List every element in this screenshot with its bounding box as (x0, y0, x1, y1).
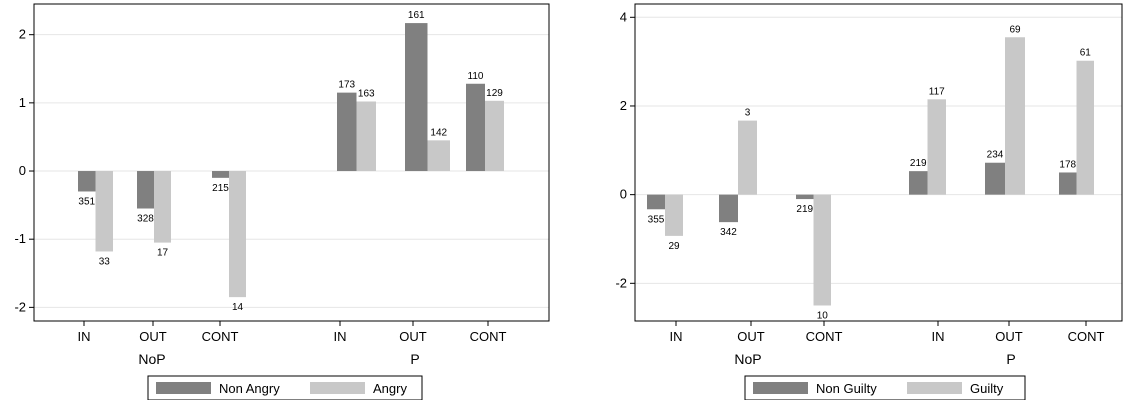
data-label: 234 (987, 150, 1004, 161)
bar-non-guilty-4 (985, 162, 1005, 195)
data-label: 355 (648, 214, 665, 225)
data-label: 161 (408, 10, 425, 21)
left-chart-panel: 351 328 215 173 161 110 33 17 14 163 142 129 -2 -1 0 1 2… (14, 3, 550, 400)
group-label: P (410, 351, 419, 367)
y-tick-label: -2 (14, 299, 26, 314)
data-label: 173 (338, 80, 355, 91)
data-label: 215 (212, 183, 229, 194)
bar-angry-1 (154, 171, 171, 243)
category-label: OUT (139, 329, 167, 344)
bar-non-angry-2 (212, 171, 229, 178)
bar-angry-0 (95, 171, 113, 252)
data-label: 29 (668, 241, 680, 252)
y-tick-label: 0 (19, 163, 26, 178)
bar-angry-3 (356, 101, 376, 172)
bar-angry-4 (427, 140, 450, 172)
bar-angry-5 (485, 100, 504, 172)
right-chart-panel: 355 342 219 219 234 178 29 3 10 117 69 61 -2 0 2 4 IN OUT… (615, 3, 1123, 400)
y-tick-label: 1 (19, 95, 26, 110)
group-label: NoP (734, 351, 761, 367)
bar-guilty-0 (665, 194, 683, 236)
category-label: OUT (399, 329, 427, 344)
bar-non-guilty-0 (647, 194, 665, 210)
data-label: 142 (430, 127, 447, 138)
category-label: CONT (202, 329, 239, 344)
data-label: 17 (157, 248, 169, 259)
bar-non-angry-4 (405, 23, 428, 172)
bar-non-guilty-2 (796, 194, 814, 200)
data-label: 163 (358, 88, 375, 99)
bar-guilty-3 (927, 99, 946, 195)
data-label: 351 (78, 196, 95, 207)
bar-non-guilty-5 (1059, 172, 1077, 195)
legend-label: Angry (373, 381, 407, 396)
legend-label: Guilty (970, 381, 1004, 396)
data-label: 110 (468, 71, 484, 82)
bar-guilty-5 (1076, 60, 1094, 195)
category-label: CONT (806, 329, 843, 344)
y-tick-label: -1 (14, 231, 26, 246)
legend-swatch (156, 382, 211, 394)
y-tick-label: -2 (615, 275, 627, 290)
plot-frame (634, 3, 1123, 322)
data-label: 342 (720, 227, 737, 238)
y-tick-label: 2 (620, 98, 627, 113)
group-label: P (1006, 351, 1015, 367)
group-label: NoP (138, 351, 165, 367)
bar-non-guilty-1 (719, 194, 738, 223)
data-label: 219 (910, 158, 927, 169)
bar-non-angry-0 (78, 171, 96, 192)
y-tick-label: 2 (19, 27, 26, 42)
category-label: IN (932, 329, 945, 344)
data-label: 69 (1009, 24, 1021, 35)
y-tick-label: 4 (620, 9, 627, 24)
data-label: 14 (232, 302, 244, 313)
data-label: 178 (1059, 159, 1076, 170)
bar-guilty-4 (1005, 37, 1025, 195)
bar-guilty-2 (813, 194, 831, 306)
bar-angry-2 (229, 171, 246, 298)
data-label: 10 (817, 310, 829, 321)
data-label: 3 (745, 108, 751, 119)
category-label: CONT (1068, 329, 1105, 344)
category-label: OUT (995, 329, 1023, 344)
category-label: OUT (737, 329, 765, 344)
legend-box (744, 375, 1026, 400)
category-label: CONT (470, 329, 507, 344)
plot-frame (33, 3, 550, 322)
legend-swatch (907, 382, 962, 394)
y-tick-label: 0 (620, 187, 627, 202)
bar-non-angry-5 (466, 83, 485, 172)
legend-swatch (310, 382, 365, 394)
data-label: 61 (1080, 48, 1092, 59)
data-label: 117 (929, 86, 945, 97)
legend: Non Angry Angry (147, 375, 423, 400)
legend-label: Non Angry (219, 381, 280, 396)
bar-non-angry-3 (337, 92, 357, 172)
legend-label: Non Guilty (816, 381, 877, 396)
bar-guilty-1 (738, 120, 757, 195)
bar-non-guilty-3 (909, 171, 928, 195)
category-label: IN (334, 329, 347, 344)
category-label: IN (670, 329, 683, 344)
data-label: 328 (137, 214, 154, 225)
bar-non-angry-1 (137, 171, 154, 209)
category-label: IN (78, 329, 91, 344)
data-label: 129 (486, 88, 503, 99)
data-label: 219 (796, 204, 813, 215)
legend-swatch (753, 382, 808, 394)
data-label: 33 (99, 256, 111, 267)
legend: Non Guilty Guilty (744, 375, 1026, 400)
